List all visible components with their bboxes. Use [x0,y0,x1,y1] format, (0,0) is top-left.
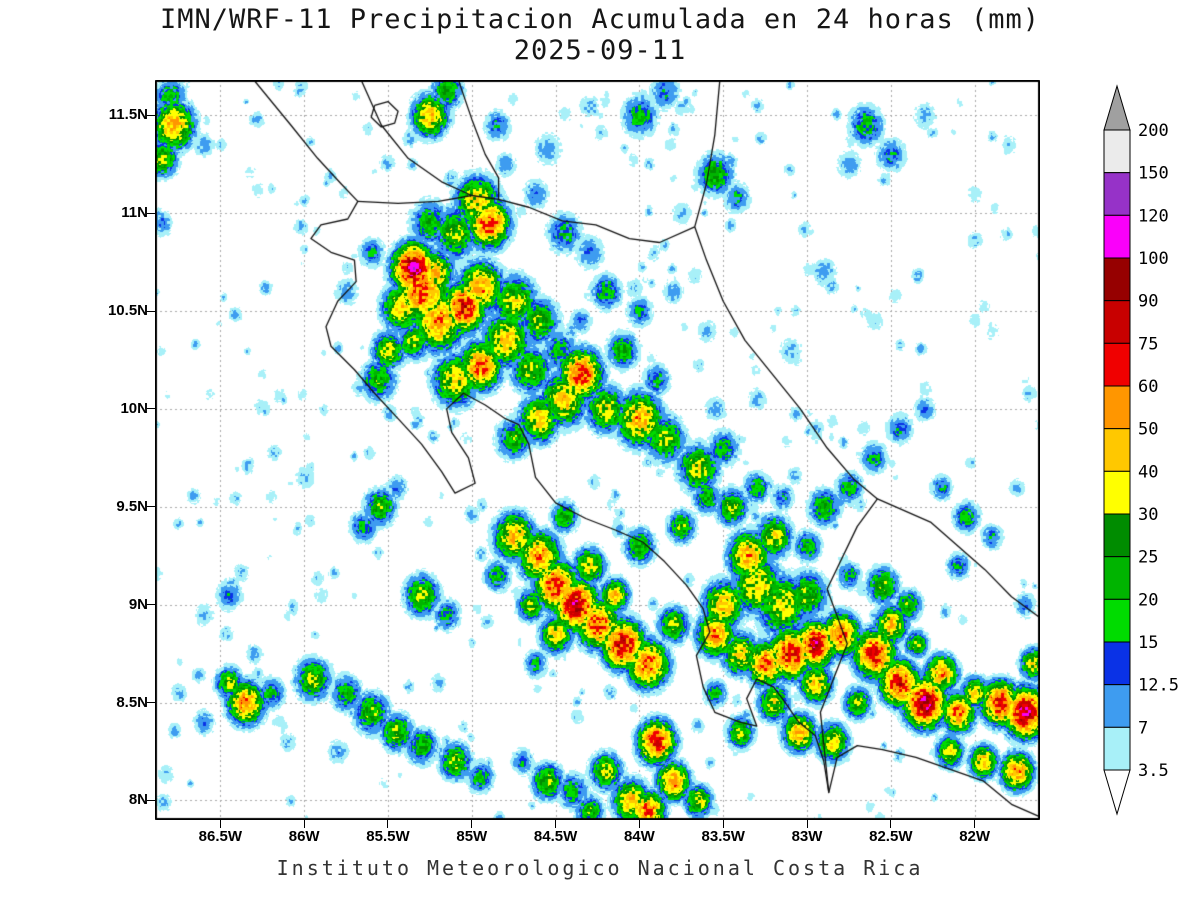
lon-tick-mark [303,820,305,828]
lon-tick-label: 84.5W [533,828,578,845]
lat-tick-mark [147,799,155,801]
lat-tick-label: 9N [128,595,148,613]
colorbar-segment [1103,257,1131,302]
colorbar-segment [1103,513,1131,558]
colorbar-tick-label: 7 [1138,718,1148,738]
lon-tick-mark [387,820,389,828]
colorbar: 200 150 120 100 90 75 60 50 40 30 25 20 15 12.5 7 3.5 [1103,84,1179,816]
lat-tick-mark [147,702,155,704]
colorbar-tick-label: 25 [1138,548,1158,568]
colorbar-tick-label: 75 [1138,334,1158,354]
colorbar-segment [1103,641,1131,686]
lat-tick-mark [147,604,155,606]
colorbar-segment [1103,726,1131,771]
lat-tick-label: 11N [121,204,148,222]
colorbar-segment [1103,598,1131,643]
colorbar-tick-label: 15 [1138,633,1158,653]
lat-tick-mark [147,212,155,214]
lon-tick-label: 82W [959,828,991,845]
lat-tick-mark [147,408,155,410]
lon-tick-label: 82.5W [869,828,913,845]
lat-tick-label: 8.5N [116,693,148,711]
lon-tick-mark [806,820,808,828]
lat-tick-mark [147,506,155,508]
colorbar-tick-label: 150 [1138,164,1169,184]
colorbar-segment [1103,300,1131,344]
colorbar-segment [1103,385,1131,430]
map-plot-area [155,80,1040,820]
lon-tick-label: 85.5W [366,828,410,845]
footer-caption: Instituto Meteorologico Nacional Costa R… [276,856,924,880]
colorbar-segment [1103,556,1131,600]
lon-tick-mark [555,820,557,828]
lon-tick-label: 86W [288,828,320,845]
colorbar-tick-label: 60 [1138,377,1158,397]
lon-tick-mark [471,820,473,828]
lon-tick-mark [722,820,724,828]
lat-tick-label: 9.5N [116,497,148,515]
colorbar-tick-label: 30 [1138,505,1158,525]
lat-tick-mark [147,114,155,116]
colorbar-under-arrow [1103,769,1131,816]
colorbar-segment [1103,684,1131,728]
lon-tick-label: 84W [623,828,655,845]
lon-tick-mark [638,820,640,828]
colorbar-segment [1103,214,1131,259]
colorbar-segment [1103,470,1131,515]
page-title: IMN/WRF-11 Precipitacion Acumulada en 24… [159,4,1041,35]
lon-tick-label: 86.5W [198,828,243,845]
colorbar-tick-label: 40 [1138,462,1158,482]
lon-tick-label: 85W [456,828,488,845]
colorbar-tick-label: 20 [1138,590,1158,610]
colorbar-tick-label: 3.5 [1138,761,1169,781]
lat-tick-label: 10.5N [107,302,148,319]
lat-tick-label: 8N [128,791,148,809]
colorbar-tick-label: 12.5 [1138,676,1179,696]
lon-tick-mark [219,820,221,828]
colorbar-tick-label: 200 [1138,121,1169,141]
colorbar-tick-label: 50 [1138,420,1158,440]
colorbar-segment [1103,342,1131,387]
lon-tick-label: 83W [791,828,823,845]
colorbar-segment [1103,428,1131,472]
lon-tick-mark [974,820,976,828]
colorbar-tick-label: 90 [1138,292,1158,312]
colorbar-tick-label: 100 [1138,249,1169,269]
lat-tick-label: 10N [120,399,148,417]
lat-tick-mark [147,310,155,312]
page-subtitle-date: 2025-09-11 [513,35,687,66]
colorbar-segment [1103,172,1131,216]
lon-tick-label: 83.5W [701,828,745,845]
lon-tick-mark [890,820,892,828]
colorbar-segment [1103,129,1131,174]
lat-tick-label: 11.5N [108,106,148,124]
colorbar-over-arrow [1103,84,1131,131]
colorbar-tick-label: 120 [1138,206,1169,226]
precipitation-map-canvas [155,80,1040,820]
